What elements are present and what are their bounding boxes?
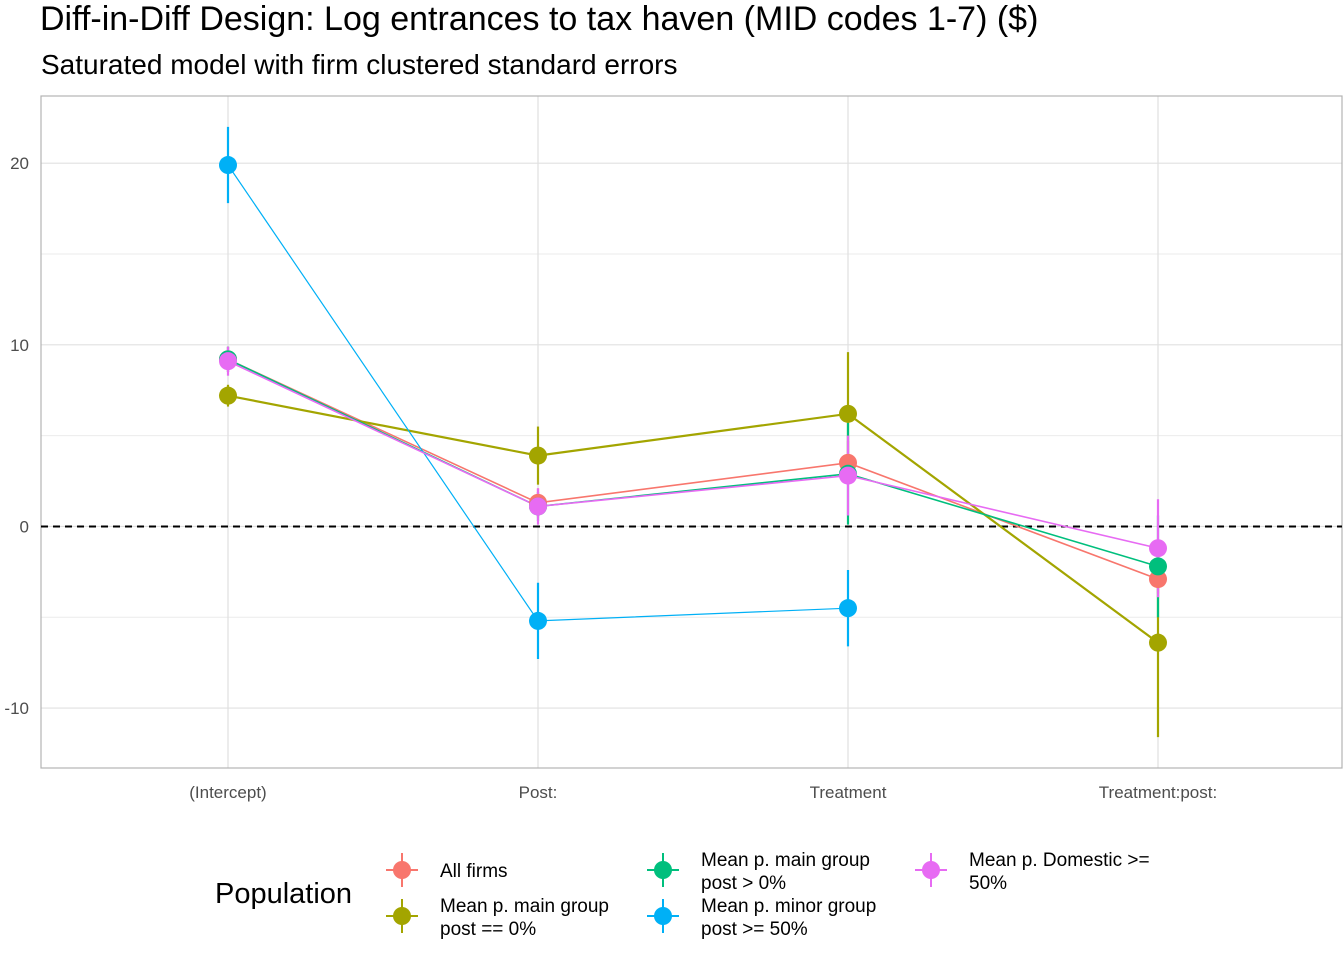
x-tick-label: Post:: [519, 783, 558, 802]
legend-item: Mean p. main group post > 0%: [647, 850, 870, 894]
data-point: [529, 497, 547, 516]
legend-key-point: [393, 907, 411, 925]
chart-title: Diff-in-Diff Design: Log entrances to ta…: [40, 0, 1038, 38]
data-point: [1149, 557, 1167, 576]
panel-border: [40, 95, 1343, 769]
legend-item: Mean p. minor group post >= 50%: [647, 896, 876, 940]
data-point: [1149, 570, 1167, 589]
data-point: [529, 446, 547, 465]
legend: Population All firms Mean p. main group pos…: [215, 850, 1150, 940]
data-point: [839, 599, 857, 618]
legend-label: Mean p. minor group post >= 50%: [701, 896, 876, 940]
data-point: [529, 611, 547, 630]
chart-subtitle: Saturated model with firm clustered stan…: [41, 49, 678, 80]
data-point: [219, 156, 237, 175]
legend-item: Mean p. Domestic >= 50%: [915, 850, 1150, 894]
legend-key-point: [654, 861, 672, 879]
y-tick-label: 10: [10, 336, 29, 355]
data-point: [839, 466, 857, 485]
x-tick-label: Treatment: [810, 783, 887, 802]
legend-item: All firms: [386, 853, 508, 887]
data-point: [219, 386, 237, 405]
data-point: [839, 404, 857, 423]
plot-area: 20 10 0 -10 (Intercept) Post: Treatment Treatme…: [4, 95, 1343, 802]
x-tick-label: (Intercept): [189, 783, 266, 802]
legend-label: Mean p. main group post > 0%: [701, 850, 870, 894]
legend-label: Mean p. Domestic >= 50%: [969, 850, 1150, 894]
y-tick-label: -10: [4, 699, 29, 718]
x-tick-label: Treatment:post:: [1099, 783, 1217, 802]
series-line: [227, 394, 1159, 644]
data-point: [1149, 633, 1167, 652]
legend-item: Mean p. main group post == 0%: [386, 896, 609, 940]
y-tick-label: 0: [20, 517, 29, 536]
legend-key-point: [393, 861, 411, 879]
y-tick-label: 20: [10, 154, 29, 173]
data-point: [1149, 539, 1167, 558]
legend-label: All firms: [440, 861, 508, 882]
legend-label: Mean p. main group post == 0%: [440, 896, 609, 940]
series-line: [227, 358, 1159, 568]
data-point: [219, 352, 237, 371]
series-line: [227, 360, 1159, 550]
legend-key-point: [922, 861, 940, 879]
legend-key-point: [654, 907, 672, 925]
series-line: [227, 358, 1159, 580]
legend-title: Population: [215, 878, 352, 910]
